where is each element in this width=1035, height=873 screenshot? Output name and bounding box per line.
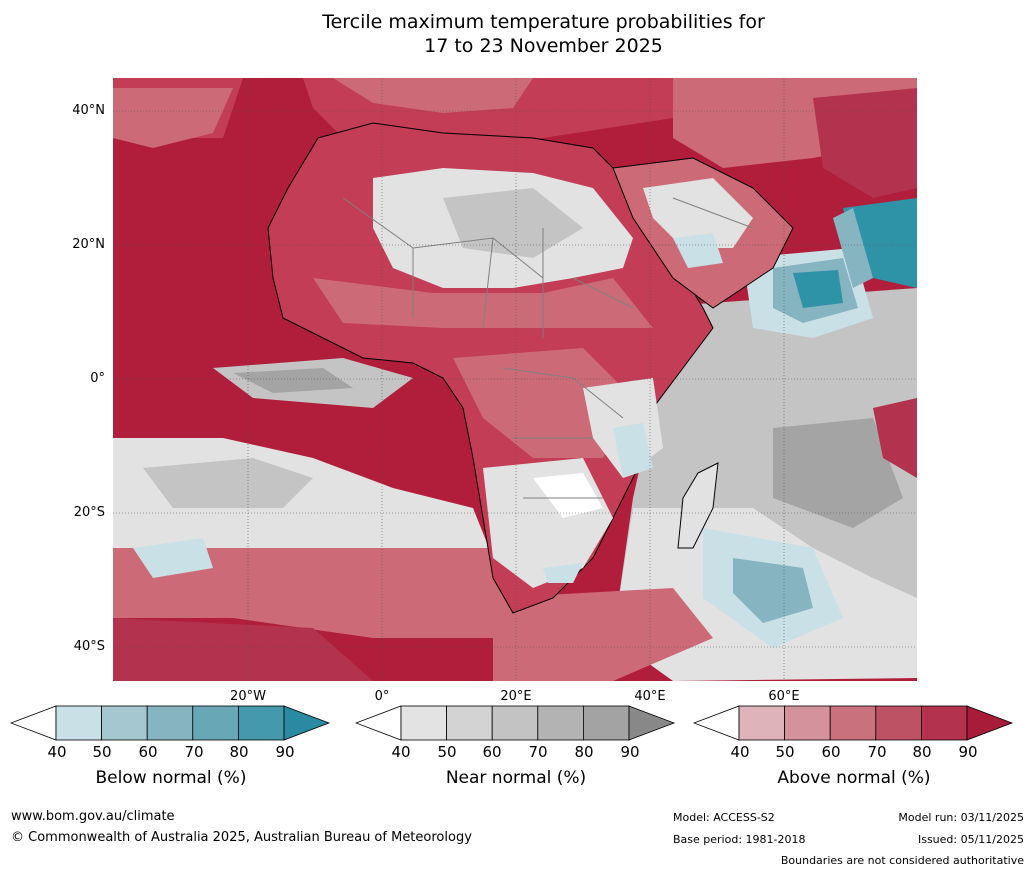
lat-label-40n: 40°N: [72, 103, 105, 118]
near-colorbar-segment: [537, 705, 584, 741]
border-line-3: [482, 237, 494, 329]
lon-label-60e: 60°E: [768, 689, 800, 704]
below-colorbar-segment: [237, 705, 285, 741]
title-line-2: 17 to 23 November 2025: [424, 35, 663, 57]
north-atlantic-pink: [113, 88, 233, 148]
near-tick-50: 50: [437, 743, 457, 761]
below-tick-40: 40: [47, 743, 67, 761]
lon-label-20e: 20°E: [500, 689, 532, 704]
above-colorbar-segment: [920, 705, 968, 741]
near-colorbar-segment: [582, 705, 630, 741]
footer-website: www.bom.gov.au/climate: [11, 809, 175, 824]
central-africa-pink: [453, 348, 633, 458]
below-colorbar-segment: [101, 705, 148, 741]
europe-pink: [333, 78, 533, 113]
lat-label-20s: 20°S: [73, 505, 105, 520]
below-tick-60: 60: [138, 743, 158, 761]
below-colorbar-segment: [192, 705, 239, 741]
south-atlantic-pink: [113, 548, 533, 638]
sahara-grey-mid: [443, 188, 583, 258]
below-tick-90: 90: [275, 743, 295, 761]
central-asia-dark: [813, 88, 917, 198]
near-colorbar-extend-low: [355, 705, 402, 741]
above-colorbar-segment: [784, 705, 831, 741]
footer-model: Model: ACCESS-S2: [673, 811, 775, 824]
india-blue: [843, 198, 917, 288]
south-atlantic-blue-patch: [133, 538, 213, 578]
above-tick-90: 90: [958, 743, 978, 761]
southern-ocean-dark: [113, 618, 373, 681]
southern-ocean-pink: [493, 588, 713, 681]
above-colorbar-extend-low: [693, 705, 740, 741]
east-indian-ocean-red: [873, 398, 917, 478]
near-tick-70: 70: [528, 743, 548, 761]
country-borders: [342, 197, 754, 499]
lon-label-40e: 40°E: [634, 689, 666, 704]
lat-label-0: 0°: [90, 371, 105, 386]
south-atlantic-grey-mid: [143, 458, 313, 508]
near-colorbar-segment: [400, 705, 447, 741]
above-tick-70: 70: [867, 743, 887, 761]
below-tick-70: 70: [184, 743, 204, 761]
footer-disclaimer: Boundaries are not considered authoritat…: [780, 854, 1024, 867]
lat-label-40s: 40°S: [73, 639, 105, 654]
near-tick-80: 80: [574, 743, 594, 761]
above-title: Above normal (%): [777, 768, 931, 788]
colorbar-near: [355, 705, 677, 741]
above-colorbar-extend-high: [966, 705, 1014, 741]
arabian-sea-dark: [793, 270, 843, 308]
near-tick-40: 40: [391, 743, 411, 761]
near-tick-90: 90: [620, 743, 640, 761]
madagascar: [677, 462, 719, 549]
indian-ocean-blue-mid: [733, 558, 813, 623]
below-tick-50: 50: [92, 743, 112, 761]
footer-base-period: Base period: 1981-2018: [673, 833, 806, 846]
title-line-1: Tercile maximum temperature probabilitie…: [322, 11, 765, 33]
near-title: Near normal (%): [445, 768, 587, 788]
footer-issued: Issued: 05/11/2025: [917, 833, 1024, 846]
equatorial-atlantic-dark: [233, 368, 353, 393]
below-tick-80: 80: [229, 743, 249, 761]
border-line-9: [672, 197, 754, 229]
east-africa-blue: [613, 423, 653, 478]
above-tick-80: 80: [912, 743, 932, 761]
colorbar-above: [693, 705, 1015, 741]
india-blue-edge: [833, 208, 873, 288]
below-colorbar-extend-high: [283, 705, 331, 741]
sahel-pink: [313, 278, 653, 328]
below-colorbar-extend-low: [10, 705, 57, 741]
above-colorbar-segment: [738, 705, 785, 741]
below-colorbar-segment: [55, 705, 102, 741]
near-colorbar-segment: [491, 705, 539, 741]
graticule: [113, 78, 917, 681]
probability-map: [113, 78, 917, 681]
footer-model-run: Model run: 03/11/2025: [898, 811, 1024, 824]
arabia-grey: [643, 178, 753, 248]
below-title: Below normal (%): [95, 768, 247, 788]
below-colorbar-segment: [146, 705, 194, 741]
lon-label-20w: 20°W: [230, 689, 266, 704]
border-line-5: [572, 277, 634, 309]
above-tick-60: 60: [821, 743, 841, 761]
indian-ocean-dark: [773, 418, 903, 528]
above-tick-40: 40: [730, 743, 750, 761]
lat-label-20n: 20°N: [72, 237, 105, 252]
lon-label-0: 0°: [374, 689, 390, 704]
arabia-blue: [673, 233, 723, 268]
border-line-6: [502, 367, 624, 419]
near-colorbar-segment: [446, 705, 493, 741]
near-colorbar-extend-high: [628, 705, 676, 741]
border-line-1: [342, 197, 544, 279]
colorbar-below: [10, 705, 332, 741]
footer-copyright: © Commonwealth of Australia 2025, Austra…: [11, 830, 472, 845]
near-tick-60: 60: [482, 743, 502, 761]
southern-africa-white: [533, 473, 603, 518]
above-tick-50: 50: [775, 743, 795, 761]
above-colorbar-segment: [829, 705, 877, 741]
above-colorbar-segment: [875, 705, 922, 741]
chart-title: Tercile maximum temperature probabilitie…: [0, 10, 1035, 58]
southern-africa-blue: [543, 563, 583, 583]
